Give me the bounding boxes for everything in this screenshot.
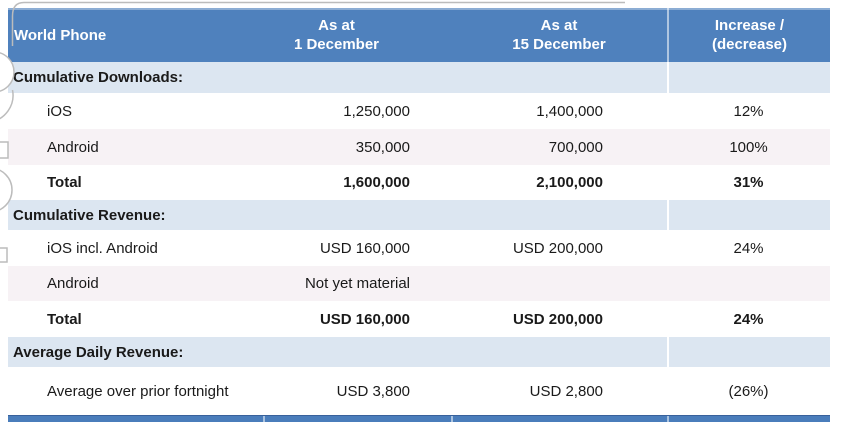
section-row-average-daily-revenue: Average Daily Revenue: (8, 337, 830, 367)
value-15-december: USD 200,000 (512, 239, 603, 257)
value-change: (26%) (728, 382, 769, 400)
table-row-total-revenue: Total USD 160,000 USD 200,000 24% (8, 301, 830, 337)
row-label: iOS (47, 102, 73, 120)
metrics-table: World Phone As at 1 December As at 15 De… (8, 8, 830, 415)
value-1-december: 350,000 (355, 138, 410, 156)
value-1-december: 1,250,000 (343, 102, 410, 120)
value-change: 31% (733, 174, 764, 191)
column-header-15-december: As at 15 December (451, 8, 667, 62)
bar-divider (667, 416, 669, 422)
table-row-ios-revenue: iOS incl. Android USD 160,000 USD 200,00… (8, 230, 830, 266)
section-label: Average Daily Revenue: (13, 343, 184, 361)
column-header-1-december: As at 1 December (263, 8, 451, 62)
table-title: World Phone (14, 26, 107, 44)
value-15-december: 700,000 (548, 138, 603, 156)
column-header-increase-decrease: Increase / (decrease) (667, 8, 830, 62)
row-label: Total (47, 310, 82, 328)
column-header-line: As at (318, 16, 355, 34)
value-1-december: USD 160,000 (319, 239, 410, 257)
value-change: 100% (729, 138, 768, 156)
value-change: 24% (733, 239, 764, 257)
value-15-december: USD 2,800 (529, 382, 603, 400)
table-row-total-downloads: Total 1,600,000 2,100,000 31% (8, 165, 830, 200)
row-label: Android (47, 138, 99, 156)
section-label: Cumulative Revenue: (13, 206, 166, 224)
section-row-cumulative-revenue: Cumulative Revenue: (8, 200, 830, 230)
column-header-line: 1 December (293, 36, 380, 53)
table-row-android-revenue: Android Not yet material (8, 266, 830, 301)
row-label: Total (47, 174, 82, 191)
column-header-line: As at (540, 16, 578, 34)
section-empty-cell (667, 337, 830, 367)
bar-divider (263, 416, 265, 422)
table-bottom-border-bar (8, 415, 830, 422)
row-label: Average over prior fortnight (47, 382, 229, 400)
table-header-row: World Phone As at 1 December As at 15 De… (8, 8, 830, 62)
value-1-december: USD 3,800 (336, 382, 410, 400)
table-row-android-downloads: Android 350,000 700,000 100% (8, 129, 830, 165)
table-row-average-fortnight: Average over prior fortnight USD 3,800 U… (8, 367, 830, 415)
row-label: iOS incl. Android (47, 239, 158, 257)
table-row-ios-downloads: iOS 1,250,000 1,400,000 12% (8, 93, 830, 129)
column-header-line: 15 December (512, 36, 606, 53)
column-header-line: Increase / (714, 16, 785, 34)
value-change: 24% (733, 310, 764, 328)
bar-divider (451, 416, 453, 422)
row-label: Android (47, 275, 99, 292)
section-row-cumulative-downloads: Cumulative Downloads: (8, 62, 830, 93)
value-15-december: 2,100,000 (536, 174, 603, 191)
value-15-december: 1,400,000 (536, 102, 603, 120)
column-header-line: (decrease) (711, 36, 788, 53)
value-1-december: Not yet material (304, 275, 410, 292)
value-1-december: USD 160,000 (319, 310, 410, 328)
section-empty-cell (667, 200, 830, 230)
value-15-december: USD 200,000 (512, 310, 603, 328)
value-15-december (451, 266, 667, 301)
section-empty-cell (667, 62, 830, 93)
value-1-december: 1,600,000 (343, 174, 410, 191)
section-label: Cumulative Downloads: (13, 69, 184, 86)
value-change: 12% (733, 102, 764, 120)
value-change (667, 266, 830, 301)
